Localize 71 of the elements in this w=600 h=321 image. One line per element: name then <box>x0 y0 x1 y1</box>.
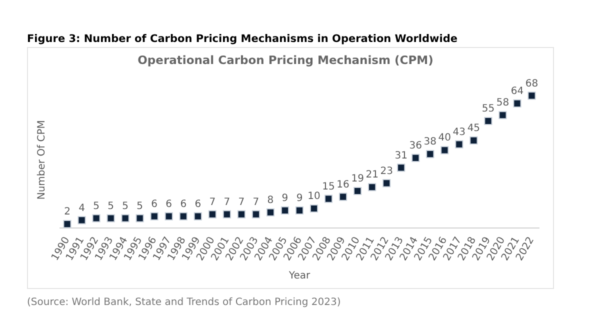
data-label: 9 <box>282 193 288 204</box>
point <box>455 140 464 148</box>
y-axis-title: Number Of CPM <box>36 120 48 200</box>
point <box>121 214 130 222</box>
data-label: 40 <box>438 132 452 144</box>
x-axis-title: Year <box>288 270 311 282</box>
data-label: 21 <box>366 170 378 181</box>
data-label: 10 <box>308 191 320 202</box>
point <box>310 204 318 213</box>
data-label: 45 <box>467 123 480 134</box>
data-label: 36 <box>409 140 422 152</box>
point <box>513 99 522 108</box>
point <box>237 210 246 218</box>
point <box>484 116 492 126</box>
point <box>136 214 144 222</box>
chart-subtitle: Operational Carbon Pricing Mechanism (CPM) <box>138 52 434 67</box>
point <box>222 210 231 218</box>
data-label: 16 <box>336 179 350 190</box>
point <box>412 154 420 162</box>
point <box>63 220 72 228</box>
data-label: 5 <box>122 200 129 212</box>
point <box>295 206 304 214</box>
data-label: 5 <box>108 200 114 212</box>
point <box>164 212 173 220</box>
point <box>92 214 100 222</box>
point <box>528 92 536 100</box>
data-label: 19 <box>351 174 364 185</box>
point <box>368 183 376 192</box>
point <box>266 208 275 216</box>
point <box>252 210 260 218</box>
point <box>324 194 333 203</box>
data-label: 7 <box>224 196 230 208</box>
data-label: 9 <box>296 193 303 204</box>
data-label: 7 <box>238 196 245 208</box>
point <box>78 216 86 224</box>
data-label: 7 <box>209 196 216 208</box>
data-label: 31 <box>394 150 408 162</box>
data-label: 15 <box>322 181 335 192</box>
point <box>106 214 115 222</box>
point <box>440 146 449 154</box>
text: (Source: World Bank, State and Trends of Carbon Pricing 2023) <box>27 297 341 308</box>
data-label: 5 <box>136 200 144 212</box>
chart-title: Figure 3: Number of Carbon Pricing Mechanisms in Operation Worldwide <box>27 33 458 45</box>
point <box>382 179 391 188</box>
data-label: 38 <box>424 136 437 148</box>
point <box>354 186 362 196</box>
data-label: 58 <box>496 98 510 109</box>
point <box>426 150 434 158</box>
data-label: 6 <box>180 198 187 210</box>
data-label: 43 <box>452 126 466 138</box>
data-label: 4 <box>78 202 85 214</box>
point <box>498 111 507 120</box>
data-label: 68 <box>525 78 538 90</box>
point <box>339 192 348 201</box>
data-label: 55 <box>482 104 495 115</box>
data-label: 6 <box>194 198 202 210</box>
point <box>470 136 478 144</box>
point <box>280 206 290 214</box>
data-label: 6 <box>151 198 158 210</box>
point <box>397 164 406 172</box>
point <box>179 212 188 220</box>
point <box>194 212 202 220</box>
point <box>208 210 216 218</box>
data-label: 7 <box>252 196 260 208</box>
data-label: 5 <box>93 200 100 212</box>
data-label: 64 <box>510 86 524 98</box>
point <box>150 212 158 220</box>
data-label: 6 <box>166 198 172 210</box>
data-label: 2 <box>64 206 70 218</box>
data-label: 23 <box>380 166 393 177</box>
data-label: 8 <box>267 194 274 206</box>
